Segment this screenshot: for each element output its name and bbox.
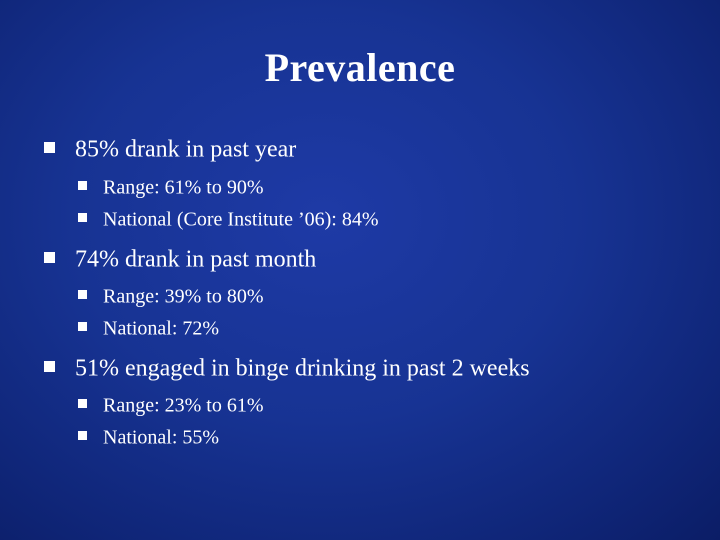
square-bullet-icon xyxy=(78,289,87,299)
square-bullet-icon xyxy=(78,321,87,331)
sub-bullet-item: National: 55% xyxy=(78,424,219,449)
sub-bullet-item: Range: 39% to 80% xyxy=(78,283,264,308)
square-bullet-icon xyxy=(78,180,87,190)
square-bullet-icon xyxy=(44,360,55,372)
sub-bullet-text: Range: 39% to 80% xyxy=(103,285,264,308)
sub-bullet-text: National (Core Institute ’06): 84% xyxy=(103,208,379,231)
square-bullet-icon xyxy=(44,251,55,263)
square-bullet-icon xyxy=(78,430,87,440)
sub-bullet-text: National: 72% xyxy=(103,317,220,340)
bullet-text: 74% drank in past month xyxy=(75,246,317,273)
sub-bullet-text: Range: 23% to 61% xyxy=(103,394,264,417)
sub-bullet-text: Range: 61% to 90% xyxy=(103,176,264,199)
sub-bullet-item: National: 72% xyxy=(78,315,219,340)
bullet-item: 85% drank in past year xyxy=(44,134,296,163)
sub-bullet-text: National: 55% xyxy=(103,426,220,449)
slide-title: Prevalence xyxy=(264,45,456,90)
bullet-text: 85% drank in past year xyxy=(75,136,297,163)
square-bullet-icon xyxy=(78,398,87,408)
sub-bullet-item: Range: 23% to 61% xyxy=(78,392,264,417)
bullet-item: 51% engaged in binge drinking in past 2 … xyxy=(44,353,530,382)
square-bullet-icon xyxy=(78,212,87,222)
bullet-item: 74% drank in past month xyxy=(44,244,316,273)
sub-bullet-item: National (Core Institute ’06): 84% xyxy=(78,206,379,231)
sub-bullet-item: Range: 61% to 90% xyxy=(78,174,264,199)
bullet-text: 51% engaged in binge drinking in past 2 … xyxy=(75,355,530,382)
square-bullet-icon xyxy=(44,141,55,153)
